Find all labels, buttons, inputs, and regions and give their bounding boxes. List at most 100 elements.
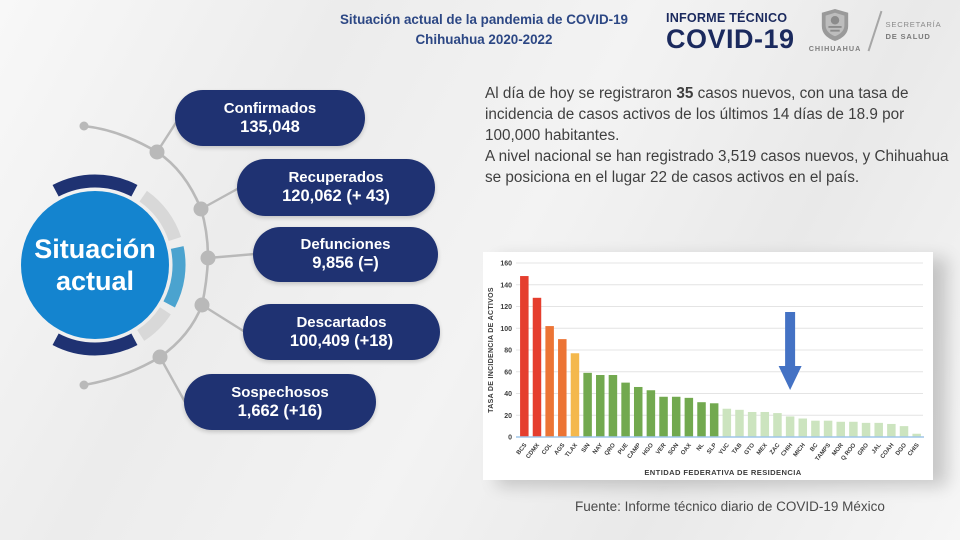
y-axis-ticks: 0 20 40 60 80 100 120 140 160 (500, 261, 512, 442)
ring-navy-top (52, 174, 138, 197)
bar-COL (545, 326, 554, 437)
x-tick-label: CAMP (627, 443, 643, 461)
chihuahua-highlight-arrow (778, 312, 802, 390)
x-tick-label: DGO (895, 442, 908, 457)
x-tick-label: GRO (857, 442, 870, 457)
page-title-line2: Chihuahua 2020-2022 (415, 32, 553, 48)
badge-circle (21, 191, 169, 339)
stat-pill-confirmados: Confirmados 135,048 (175, 90, 365, 146)
bar-MEX (760, 411, 770, 437)
y-tick-label: 140 (500, 282, 512, 289)
stat-value: 100,409 (+18) (289, 331, 394, 350)
x-tick-label: VER (655, 442, 668, 456)
chart-panel: 0 20 40 60 80 100 120 140 160 BCS CDMX COL AGS TLAX S… (483, 252, 933, 480)
bar-HGO (646, 390, 656, 437)
chart-bars (520, 276, 921, 437)
stat-pill-descartados: Descartados 100,409 (+18) (243, 304, 440, 360)
badge-label: Situación actual (23, 234, 167, 298)
x-tick-label: CHIS (907, 443, 921, 458)
bar-GRO (861, 422, 871, 437)
badge-ring (52, 174, 186, 356)
summary-paragraph-2: A nivel nacional se han registrado 3,519… (485, 148, 949, 187)
report-title-block: INFORME TÉCNICO COVID-19 (666, 11, 806, 55)
bar-GTO (747, 411, 757, 437)
report-covid-title: COVID-19 (666, 24, 795, 54)
stat-label: Confirmados (223, 99, 317, 117)
x-tick-label: GTO (744, 442, 757, 456)
chihuahua-logo: CHIHUAHUA SECRETARÍA DE SALUD (806, 8, 941, 53)
ring-blue-segment (163, 246, 186, 308)
stat-value: 135,048 (240, 117, 300, 136)
bar-NL (697, 402, 706, 437)
stat-label: Descartados (296, 313, 387, 331)
x-tick-label: COL (541, 442, 554, 456)
stat-value: 120,062 (+ 43) (282, 187, 390, 205)
logo-divider (867, 10, 882, 51)
y-tick-label: 20 (504, 413, 512, 420)
bar-AGS (558, 339, 567, 437)
secretary-line1: SECRETARÍA (885, 20, 942, 30)
stat-label: Defunciones (300, 236, 391, 253)
source-note: Fuente: Informe técnico diario de COVID-… (575, 499, 885, 514)
stat-label: Recuperados (288, 169, 384, 186)
connector-nodes (79, 121, 216, 390)
bar-CDMX (532, 297, 542, 437)
x-tick-label: COAH (880, 443, 896, 461)
x-tick-label: SIN (581, 443, 592, 455)
x-tick-label: MEX (756, 443, 769, 457)
page-title: Situación actual de la pandemia de COVID… (295, 10, 673, 50)
x-tick-label: SLP (706, 443, 718, 456)
x-axis-title: ENTIDAD FEDERATIVA DE RESIDENCIA (644, 468, 801, 477)
x-tick-label: TLAX (565, 443, 579, 459)
y-tick-label: 160 (500, 261, 512, 268)
bar-VER (659, 396, 668, 437)
stat-pill-defunciones: Defunciones 9,856 (=) (253, 227, 438, 282)
x-tick-label: YUC (718, 442, 731, 456)
x-tick-label: QRO (604, 442, 617, 457)
bar-CHIH (785, 416, 795, 437)
y-tick-label: 120 (500, 304, 512, 311)
bar-PUE (621, 382, 630, 437)
page-title-line1: Situación actual de la pandemia de COVID… (340, 12, 628, 27)
bar-SLP (709, 403, 719, 437)
y-axis-title: TASA DE INCIDENCIA DE ACTIVOS (488, 287, 495, 413)
x-tick-label: CDMX (525, 443, 541, 461)
bar-NAY (596, 375, 605, 437)
bar-ZAC (773, 413, 782, 437)
bar-QRO (608, 375, 618, 437)
x-tick-label: NL (696, 442, 706, 452)
badge-label-line2: actual (55, 265, 135, 296)
bar-BC (811, 420, 820, 437)
y-tick-label: 60 (504, 369, 512, 376)
x-tick-label: BC (809, 442, 819, 453)
stat-value: 1,662 (+16) (237, 401, 323, 420)
summary-paragraph-1: Al día de hoy se registraron 35 casos nu… (485, 85, 909, 145)
new-cases-count: 35 (676, 85, 694, 102)
shield-wrap: CHIHUAHUA (806, 8, 864, 53)
bar-OAX (684, 397, 694, 437)
bar-YUC (722, 408, 732, 437)
x-tick-label: NAY (592, 443, 604, 456)
x-tick-label: MICH (793, 443, 807, 459)
bar-TAMPS (823, 420, 833, 437)
bar-CAMP (633, 386, 643, 437)
chihuahua-shield-icon (821, 9, 849, 41)
x-tick-label: HGO (642, 442, 655, 457)
bar-TAB (735, 409, 744, 437)
badge-label-line1: Situación (34, 234, 156, 264)
bar-CHIS (912, 433, 921, 437)
bar-SIN (583, 372, 592, 437)
bar-TLAX (570, 353, 580, 437)
y-tick-label: 80 (504, 348, 512, 355)
logo-state-label: CHIHUAHUA (808, 44, 862, 53)
secretary-line2: DE SALUD (885, 31, 931, 41)
stat-label: Sospechosos (231, 383, 329, 401)
bar-SON (671, 396, 681, 437)
bar-COAH (887, 423, 896, 437)
ring-gray-upper (139, 190, 182, 242)
x-tick-label: SON (668, 443, 681, 457)
stat-pill-sospechosos: Sospechosos 1,662 (+16) (184, 374, 376, 430)
x-tick-label: JAL (871, 442, 883, 455)
summary-text: Al día de hoy se registraron 35 casos nu… (485, 83, 951, 189)
